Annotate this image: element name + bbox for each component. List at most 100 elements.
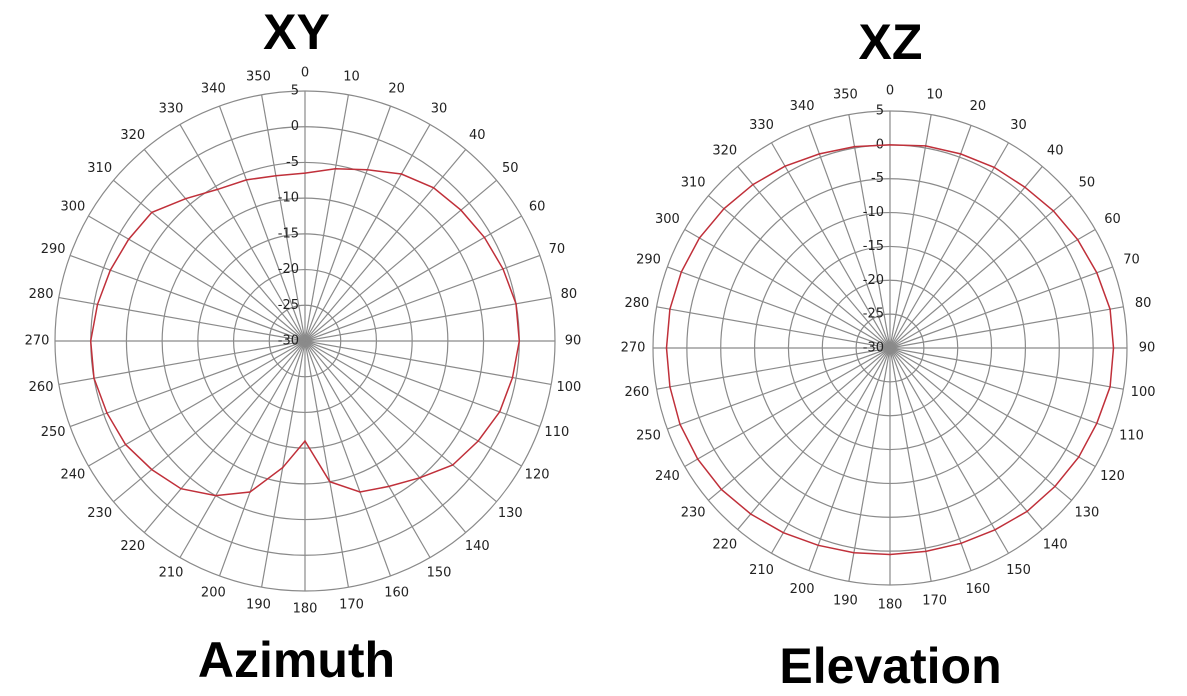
angle-tick-label: 40	[469, 128, 486, 143]
grid-spoke	[58, 296, 306, 342]
angle-tick-label: 120	[1100, 469, 1125, 484]
grid-spoke	[684, 228, 891, 349]
grid-spoke	[304, 296, 552, 342]
data-point	[720, 488, 723, 491]
data-point	[460, 209, 462, 211]
data-point	[483, 236, 486, 239]
angle-tick-label: 100	[1131, 385, 1156, 400]
angle-tick-label: 220	[712, 537, 737, 552]
grid-spoke	[88, 340, 306, 467]
grid-spoke	[304, 179, 497, 342]
grid-spoke	[889, 228, 1096, 349]
grid-spoke	[656, 306, 891, 349]
data-point	[889, 553, 891, 556]
data-point	[93, 377, 95, 380]
grid-spoke	[889, 306, 1124, 349]
data-point	[818, 153, 821, 155]
data-point	[334, 167, 337, 170]
data-point	[1024, 186, 1026, 188]
grid-spoke	[737, 166, 891, 349]
grid-spoke	[304, 340, 392, 577]
angle-tick-label: 210	[159, 566, 184, 581]
data-point	[749, 513, 752, 515]
data-point	[304, 440, 306, 442]
angle-tick-label: 260	[29, 380, 54, 395]
data-point	[89, 340, 92, 342]
angle-tick-label: 330	[749, 118, 774, 133]
data-point	[1078, 456, 1080, 458]
grid-spoke	[889, 347, 1096, 468]
grid-spoke	[143, 149, 306, 342]
grid-spoke	[848, 114, 891, 349]
grid-spoke	[667, 266, 891, 349]
chart-caption: Azimuth	[197, 632, 396, 688]
data-point	[782, 531, 785, 534]
grid-spoke	[218, 340, 306, 577]
chart-title: XY	[263, 4, 330, 60]
data-point	[400, 173, 403, 175]
chart-title: XZ	[858, 14, 923, 70]
angle-tick-label: 140	[465, 539, 490, 554]
angle-tick-label: 60	[529, 200, 546, 215]
angle-tick-label: 270	[25, 334, 50, 349]
data-point	[817, 544, 820, 547]
data-point	[124, 443, 127, 446]
grid-spoke	[260, 340, 306, 588]
grid-spoke	[889, 347, 1072, 501]
angle-tick-label: 10	[926, 87, 943, 102]
data-point	[150, 468, 153, 471]
grid-spoke	[848, 347, 891, 582]
angle-tick-label: 160	[384, 585, 409, 600]
grid-spoke	[889, 114, 932, 349]
radial-tick-label: -15	[278, 226, 299, 241]
angle-tick-label: 290	[41, 242, 66, 257]
angle-tick-label: 10	[343, 70, 360, 85]
angle-tick-label: 150	[1006, 563, 1031, 578]
angle-tick-label: 160	[965, 582, 990, 597]
angle-tick-label: 320	[120, 128, 145, 143]
data-point	[451, 464, 454, 466]
angle-tick-label: 260	[624, 385, 649, 400]
polar-grid	[652, 110, 1128, 586]
grid-spoke	[179, 340, 306, 558]
angle-tick-label: 200	[790, 582, 815, 597]
grid-spoke	[889, 142, 1010, 349]
angle-tick-label: 230	[681, 506, 706, 521]
angle-tick-label: 40	[1047, 144, 1064, 159]
grid-spoke	[708, 195, 891, 349]
data-point	[518, 340, 521, 342]
grid-spoke	[889, 347, 1113, 430]
grid-spoke	[304, 215, 522, 342]
grid-spoke	[113, 179, 306, 342]
data-point	[1076, 238, 1079, 241]
angle-tick-label: 310	[87, 161, 112, 176]
data-point	[1095, 422, 1098, 425]
grid-spoke	[304, 105, 392, 342]
angle-tick-label: 290	[636, 253, 661, 268]
angle-tick-label: 210	[749, 563, 774, 578]
azimuth-chart-panel: XY 0 10 20 30 40 50 60 70 80 90 100 110 120 130 140 150…	[0, 0, 593, 696]
angle-tick-label: 0	[886, 84, 894, 99]
angle-tick-label: 140	[1043, 537, 1068, 552]
polar-grid	[54, 90, 556, 592]
angle-tick-label: 350	[833, 87, 858, 102]
angle-tick-label: 50	[1079, 175, 1096, 190]
data-point	[1112, 347, 1115, 349]
data-point	[214, 494, 217, 497]
data-point	[498, 411, 501, 413]
angle-tick-label: 110	[544, 425, 569, 440]
angle-tick-label: 110	[1119, 428, 1144, 443]
radial-tick-label: 5	[876, 104, 884, 119]
data-point	[477, 440, 480, 442]
elevation-chart-panel: XZ 0 10 20 30 40 50 60 70 80 90 100 110 120 130 140 150…	[594, 0, 1187, 696]
grid-spoke	[304, 340, 350, 588]
radial-tick-label: -30	[863, 341, 884, 356]
data-point	[723, 207, 725, 210]
data-point	[1109, 308, 1111, 310]
angle-tick-label: 90	[1139, 341, 1156, 356]
data-point	[1095, 271, 1098, 274]
grid-spoke	[808, 347, 891, 571]
elevation-polar-plot: 0 10 20 30 40 50 60 70 80 90 100 110 120 130 140 150 160…	[621, 84, 1156, 613]
data-point	[388, 485, 390, 488]
chart-caption: Elevation	[779, 638, 1002, 694]
